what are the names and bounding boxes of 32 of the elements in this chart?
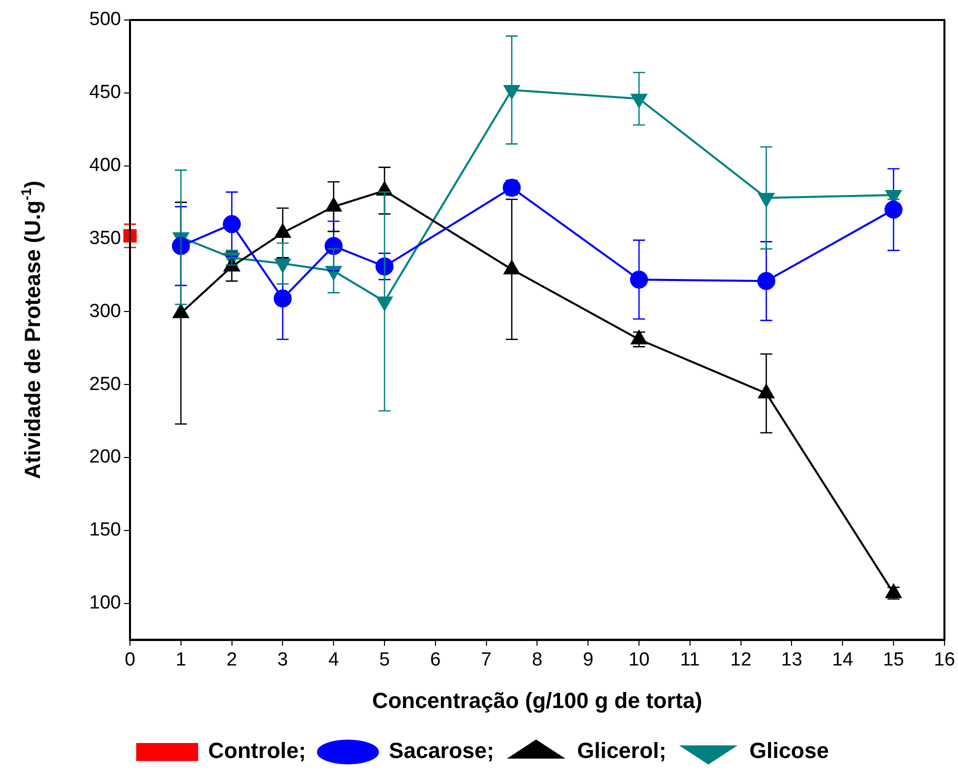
legend-label: Sacarose; — [388, 738, 494, 764]
x-tick-label: 10 — [628, 649, 650, 670]
x-tick-label: 1 — [176, 649, 186, 670]
x-tick-label: 6 — [430, 649, 441, 670]
x-tick-label: 2 — [226, 649, 238, 670]
y-tick-label: 400 — [89, 155, 121, 176]
x-tick-label: 11 — [680, 649, 700, 670]
x-tick-label: 5 — [379, 649, 390, 670]
x-tick-label: 3 — [277, 649, 288, 670]
x-axis-title: Concentração (g/100 g de torta) — [372, 688, 702, 713]
legend-label: Glicose — [749, 738, 829, 764]
legend-label: Glicerol; — [577, 738, 666, 764]
y-tick-label: 150 — [89, 520, 121, 541]
y-tick-label: 300 — [89, 300, 121, 322]
x-tick-label: 13 — [781, 649, 802, 670]
x-tick-label: 12 — [730, 649, 752, 670]
x-tick-label: 15 — [882, 649, 904, 670]
y-tick-label: 200 — [89, 446, 121, 468]
x-tick-label: 14 — [832, 649, 854, 670]
y-tick-label: 250 — [89, 374, 121, 395]
x-tick-label: 0 — [124, 649, 136, 670]
legend-label: Controle; — [208, 738, 306, 764]
x-tick-label: 7 — [481, 649, 492, 670]
x-tick-label: 4 — [328, 649, 340, 670]
y-tick-label: 100 — [89, 592, 121, 614]
y-tick-label: 500 — [89, 9, 121, 30]
x-tick-label: 8 — [532, 649, 543, 670]
y-tick-label: 450 — [89, 82, 121, 104]
x-tick-label: 16 — [934, 649, 956, 670]
y-axis-title: Atividade de Protease (U.g-1) — [18, 180, 45, 480]
x-tick-label: 9 — [582, 649, 594, 670]
y-tick-label: 350 — [89, 228, 121, 249]
